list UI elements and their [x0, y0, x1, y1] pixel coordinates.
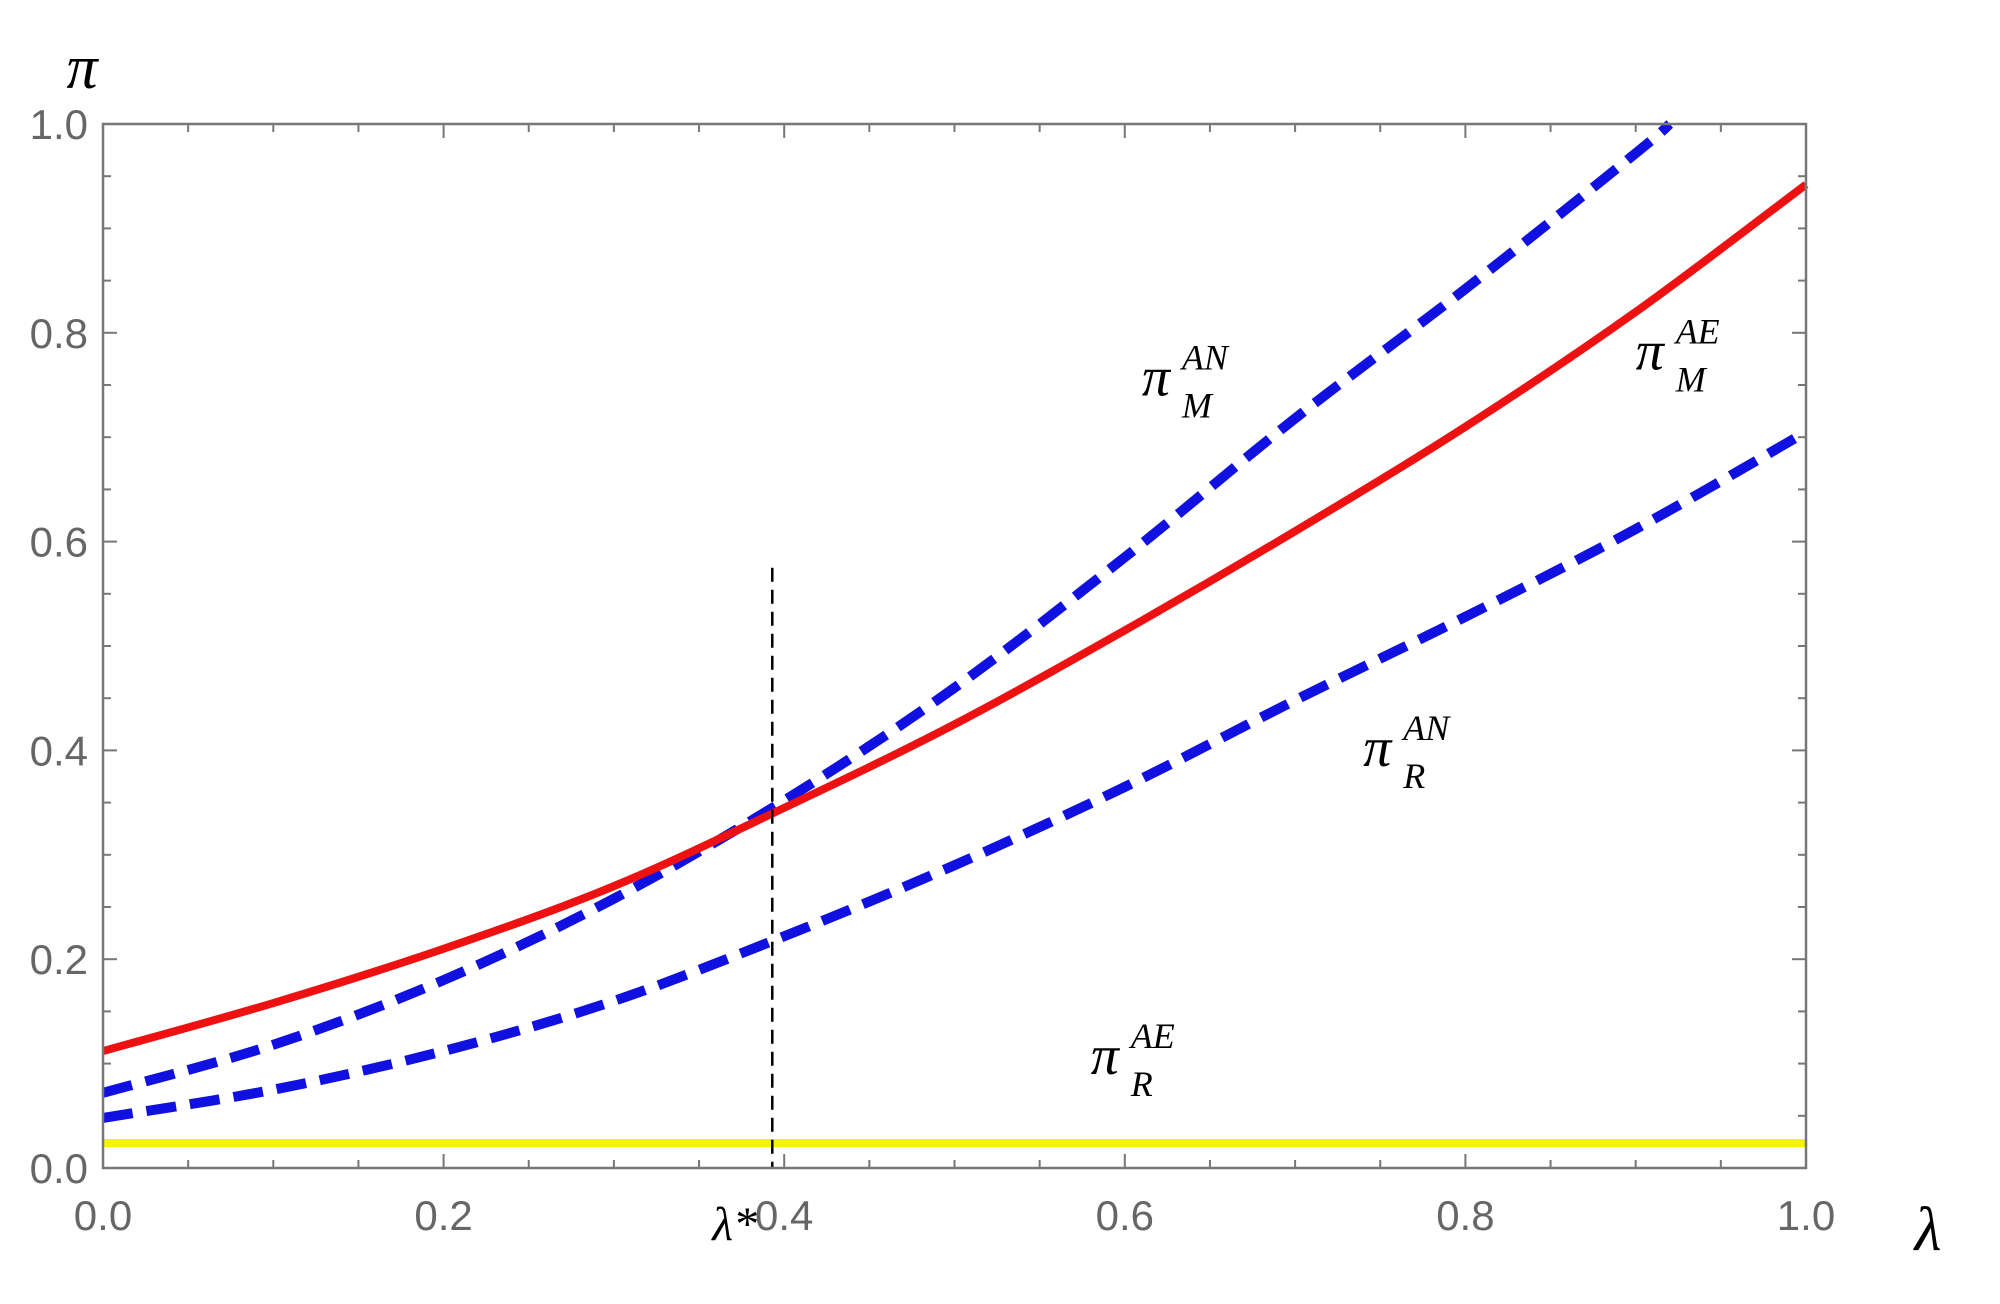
- x-axis-label: λ: [1913, 1196, 1942, 1264]
- annotations: λ*: [710, 567, 774, 1251]
- x-tick-label: 0.0: [74, 1192, 132, 1239]
- series-label-subscript: R: [1130, 1064, 1153, 1104]
- series-label-main: π: [1363, 717, 1393, 779]
- plot-frame: [101, 122, 1808, 1170]
- series-label-main: π: [1142, 346, 1172, 408]
- y-tick-label: 1.0: [30, 101, 88, 148]
- x-tick-label: 0.6: [1096, 1192, 1154, 1239]
- series-label-pr_ae: π AE R: [1091, 1016, 1175, 1104]
- series-label-superscript: AN: [1401, 708, 1451, 748]
- series-label-pm_ae: π AE M: [1636, 311, 1720, 399]
- series-label-subscript: R: [1402, 756, 1425, 796]
- series-label-subscript: M: [1675, 359, 1708, 399]
- series-line-pm_ae: [101, 181, 1809, 1055]
- series-label-main: π: [1091, 1025, 1121, 1087]
- lambda-star-label: λ*: [710, 1198, 757, 1251]
- series-label-subscript: M: [1181, 385, 1214, 425]
- y-tick-label: 0.4: [30, 727, 88, 774]
- x-tick-label: 0.2: [414, 1192, 472, 1239]
- series-label-main: π: [1636, 320, 1666, 382]
- series-label-superscript: AE: [1674, 311, 1720, 351]
- series-label-pr_an: π AN R: [1363, 708, 1451, 796]
- y-tick-label: 0.6: [30, 519, 88, 566]
- y-axis-label: π: [66, 34, 99, 102]
- series-lines: [101, 120, 1809, 1147]
- tick-labels: 0.0 0.2 0.4 0.6 0.8 1.0 0.0 0.2 0.4 0.6 0.8 1.0: [30, 101, 1836, 1239]
- y-tick-label: 0.0: [30, 1145, 88, 1192]
- x-tick-label: 0.4: [755, 1192, 813, 1239]
- x-tick-label: 1.0: [1777, 1192, 1835, 1239]
- series-line-pr_an: [102, 427, 1809, 1123]
- y-tick-label: 0.2: [30, 936, 88, 983]
- x-tick-label: 0.8: [1436, 1192, 1494, 1239]
- series-line-pm_an: [101, 120, 1674, 1098]
- series-label-superscript: AE: [1129, 1016, 1175, 1056]
- series-label-pm_an: π AN M: [1142, 337, 1230, 425]
- y-tick-label: 0.8: [30, 310, 88, 357]
- series-label-superscript: AN: [1180, 337, 1230, 377]
